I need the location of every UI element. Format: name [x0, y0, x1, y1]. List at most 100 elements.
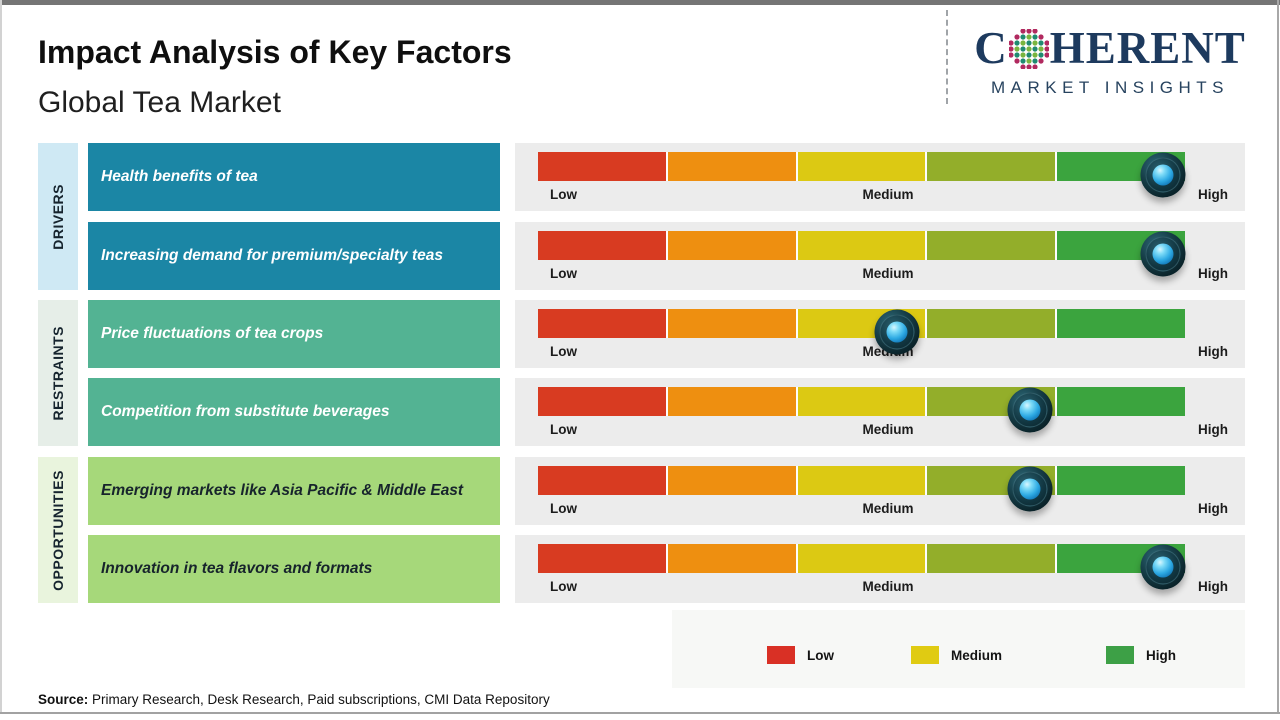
impact-knob-icon: [1007, 387, 1053, 433]
track-segment-low: [538, 466, 666, 495]
logo-divider: [946, 10, 948, 104]
brand-letter-c: C: [974, 23, 1008, 73]
scale-label-low: Low: [550, 187, 577, 202]
track-segment-low-mid: [667, 387, 796, 416]
scale-label-low: Low: [550, 501, 577, 516]
brand-letters-rest: HERENT: [1049, 23, 1246, 73]
track-segment-mid-high: [927, 152, 1056, 181]
factor-row: Competition from substitute beverages Lo…: [0, 378, 1280, 446]
track-segment-low-mid: [667, 466, 796, 495]
factor-row: Health benefits of tea Low Medium High: [0, 143, 1280, 211]
scale-label-high: High: [1198, 344, 1228, 359]
factor-label-box: Competition from substitute beverages: [88, 378, 500, 446]
factor-label: Increasing demand for premium/specialty …: [101, 246, 443, 264]
track-segment-mid-high: [927, 231, 1056, 260]
slide-right-border: [1277, 0, 1279, 714]
scale-label-low: Low: [550, 422, 577, 437]
impact-knob-icon: [874, 309, 920, 355]
scale-label-low: Low: [550, 344, 577, 359]
track-segment-mid: [797, 544, 926, 573]
globe-dots-icon: [1008, 28, 1049, 69]
factor-label: Health benefits of tea: [101, 167, 258, 185]
brand-logo: C HERENT MARKET INSIGHTS: [958, 26, 1262, 98]
impact-bar-panel: Low Medium High: [515, 378, 1245, 446]
factor-label: Price fluctuations of tea crops: [101, 324, 324, 342]
impact-knob-icon: [1140, 152, 1186, 198]
slide-left-border: [0, 0, 2, 714]
impact-bar-panel: Low Medium High: [515, 222, 1245, 290]
scale-label-medium: Medium: [862, 266, 914, 281]
impact-bar-panel: Low Medium High: [515, 143, 1245, 211]
legend-label: High: [1146, 647, 1176, 663]
scale-label-high: High: [1198, 501, 1228, 516]
factor-label: Emerging markets like Asia Pacific & Mid…: [101, 481, 464, 499]
group-sidebar-drivers: DRIVERS: [38, 143, 78, 290]
legend-label: Low: [807, 647, 834, 663]
scale-label-medium: Medium: [862, 187, 914, 202]
legend-item-medium: Medium: [911, 646, 1002, 664]
track-segment-high: [1057, 309, 1185, 338]
impact-knob-icon: [1140, 231, 1186, 277]
factor-label-box: Price fluctuations of tea crops: [88, 300, 500, 368]
track-segment-low: [538, 544, 666, 573]
track-segment-low-mid: [667, 152, 796, 181]
page-subtitle: Global Tea Market: [38, 86, 281, 119]
track-segment-high: [1057, 466, 1185, 495]
track-segment-low: [538, 387, 666, 416]
impact-bar-panel: Low Medium High: [515, 535, 1245, 603]
brand-wordmark: C HERENT: [958, 26, 1262, 71]
legend-label: Medium: [951, 647, 1003, 663]
source-prefix: Source:: [38, 692, 89, 707]
track-segment-low-mid: [667, 309, 796, 338]
impact-track: [538, 309, 1185, 355]
track-segment-low-mid: [667, 231, 796, 260]
factor-label-box: Health benefits of tea: [88, 143, 500, 211]
factor-row: Emerging markets like Asia Pacific & Mid…: [0, 457, 1280, 525]
group-sidebar-restraints: RESTRAINTS: [38, 300, 78, 446]
scale-label-high: High: [1198, 579, 1228, 594]
track-segment-low-mid: [667, 544, 796, 573]
impact-knob-icon: [1140, 544, 1186, 590]
group-sidebar-opportunities: OPPORTUNITIES: [38, 457, 78, 603]
track-segment-mid-high: [927, 544, 1056, 573]
scale-label-high: High: [1198, 422, 1228, 437]
track-segment-low: [538, 152, 666, 181]
track-segment-mid: [797, 387, 926, 416]
legend-item-high: High: [1106, 646, 1176, 664]
source-text: Primary Research, Desk Research, Paid su…: [92, 692, 550, 707]
factor-label-box: Innovation in tea flavors and formats: [88, 535, 500, 603]
legend-item-low: Low: [767, 646, 834, 664]
scale-label-high: High: [1198, 187, 1228, 202]
impact-knob-icon: [1007, 466, 1053, 512]
factor-label-box: Increasing demand for premium/specialty …: [88, 222, 500, 290]
track-segment-low: [538, 309, 666, 338]
factor-row: Innovation in tea flavors and formats Lo…: [0, 535, 1280, 603]
impact-track: [538, 387, 1185, 433]
track-segment-mid-high: [927, 309, 1056, 338]
legend-swatch-high: [1106, 646, 1134, 664]
track-segment-mid: [797, 466, 926, 495]
impact-bar-panel: Low Medium High: [515, 300, 1245, 368]
brand-tagline: MARKET INSIGHTS: [990, 78, 1230, 97]
source-line: Source: Primary Research, Desk Research,…: [38, 692, 550, 707]
track-segment-mid: [797, 231, 926, 260]
scale-label-medium: Medium: [862, 501, 914, 516]
scale-label-high: High: [1198, 266, 1228, 281]
slide-top-border: [0, 0, 1280, 5]
slide-bottom-border: [0, 712, 1280, 714]
factor-row: Increasing demand for premium/specialty …: [0, 222, 1280, 290]
legend-swatch-low: [767, 646, 795, 664]
track-segment-high: [1057, 387, 1185, 416]
impact-track: [538, 152, 1186, 198]
factor-row: Price fluctuations of tea crops Low Medi…: [0, 300, 1280, 368]
impact-track: [538, 231, 1186, 277]
scale-label-medium: Medium: [862, 422, 914, 437]
scale-label-low: Low: [550, 266, 577, 281]
legend-swatch-medium: [911, 646, 939, 664]
impact-track: [538, 544, 1186, 590]
impact-bar-panel: Low Medium High: [515, 457, 1245, 525]
factor-label: Competition from substitute beverages: [101, 402, 390, 420]
impact-track: [538, 466, 1185, 512]
scale-label-low: Low: [550, 579, 577, 594]
